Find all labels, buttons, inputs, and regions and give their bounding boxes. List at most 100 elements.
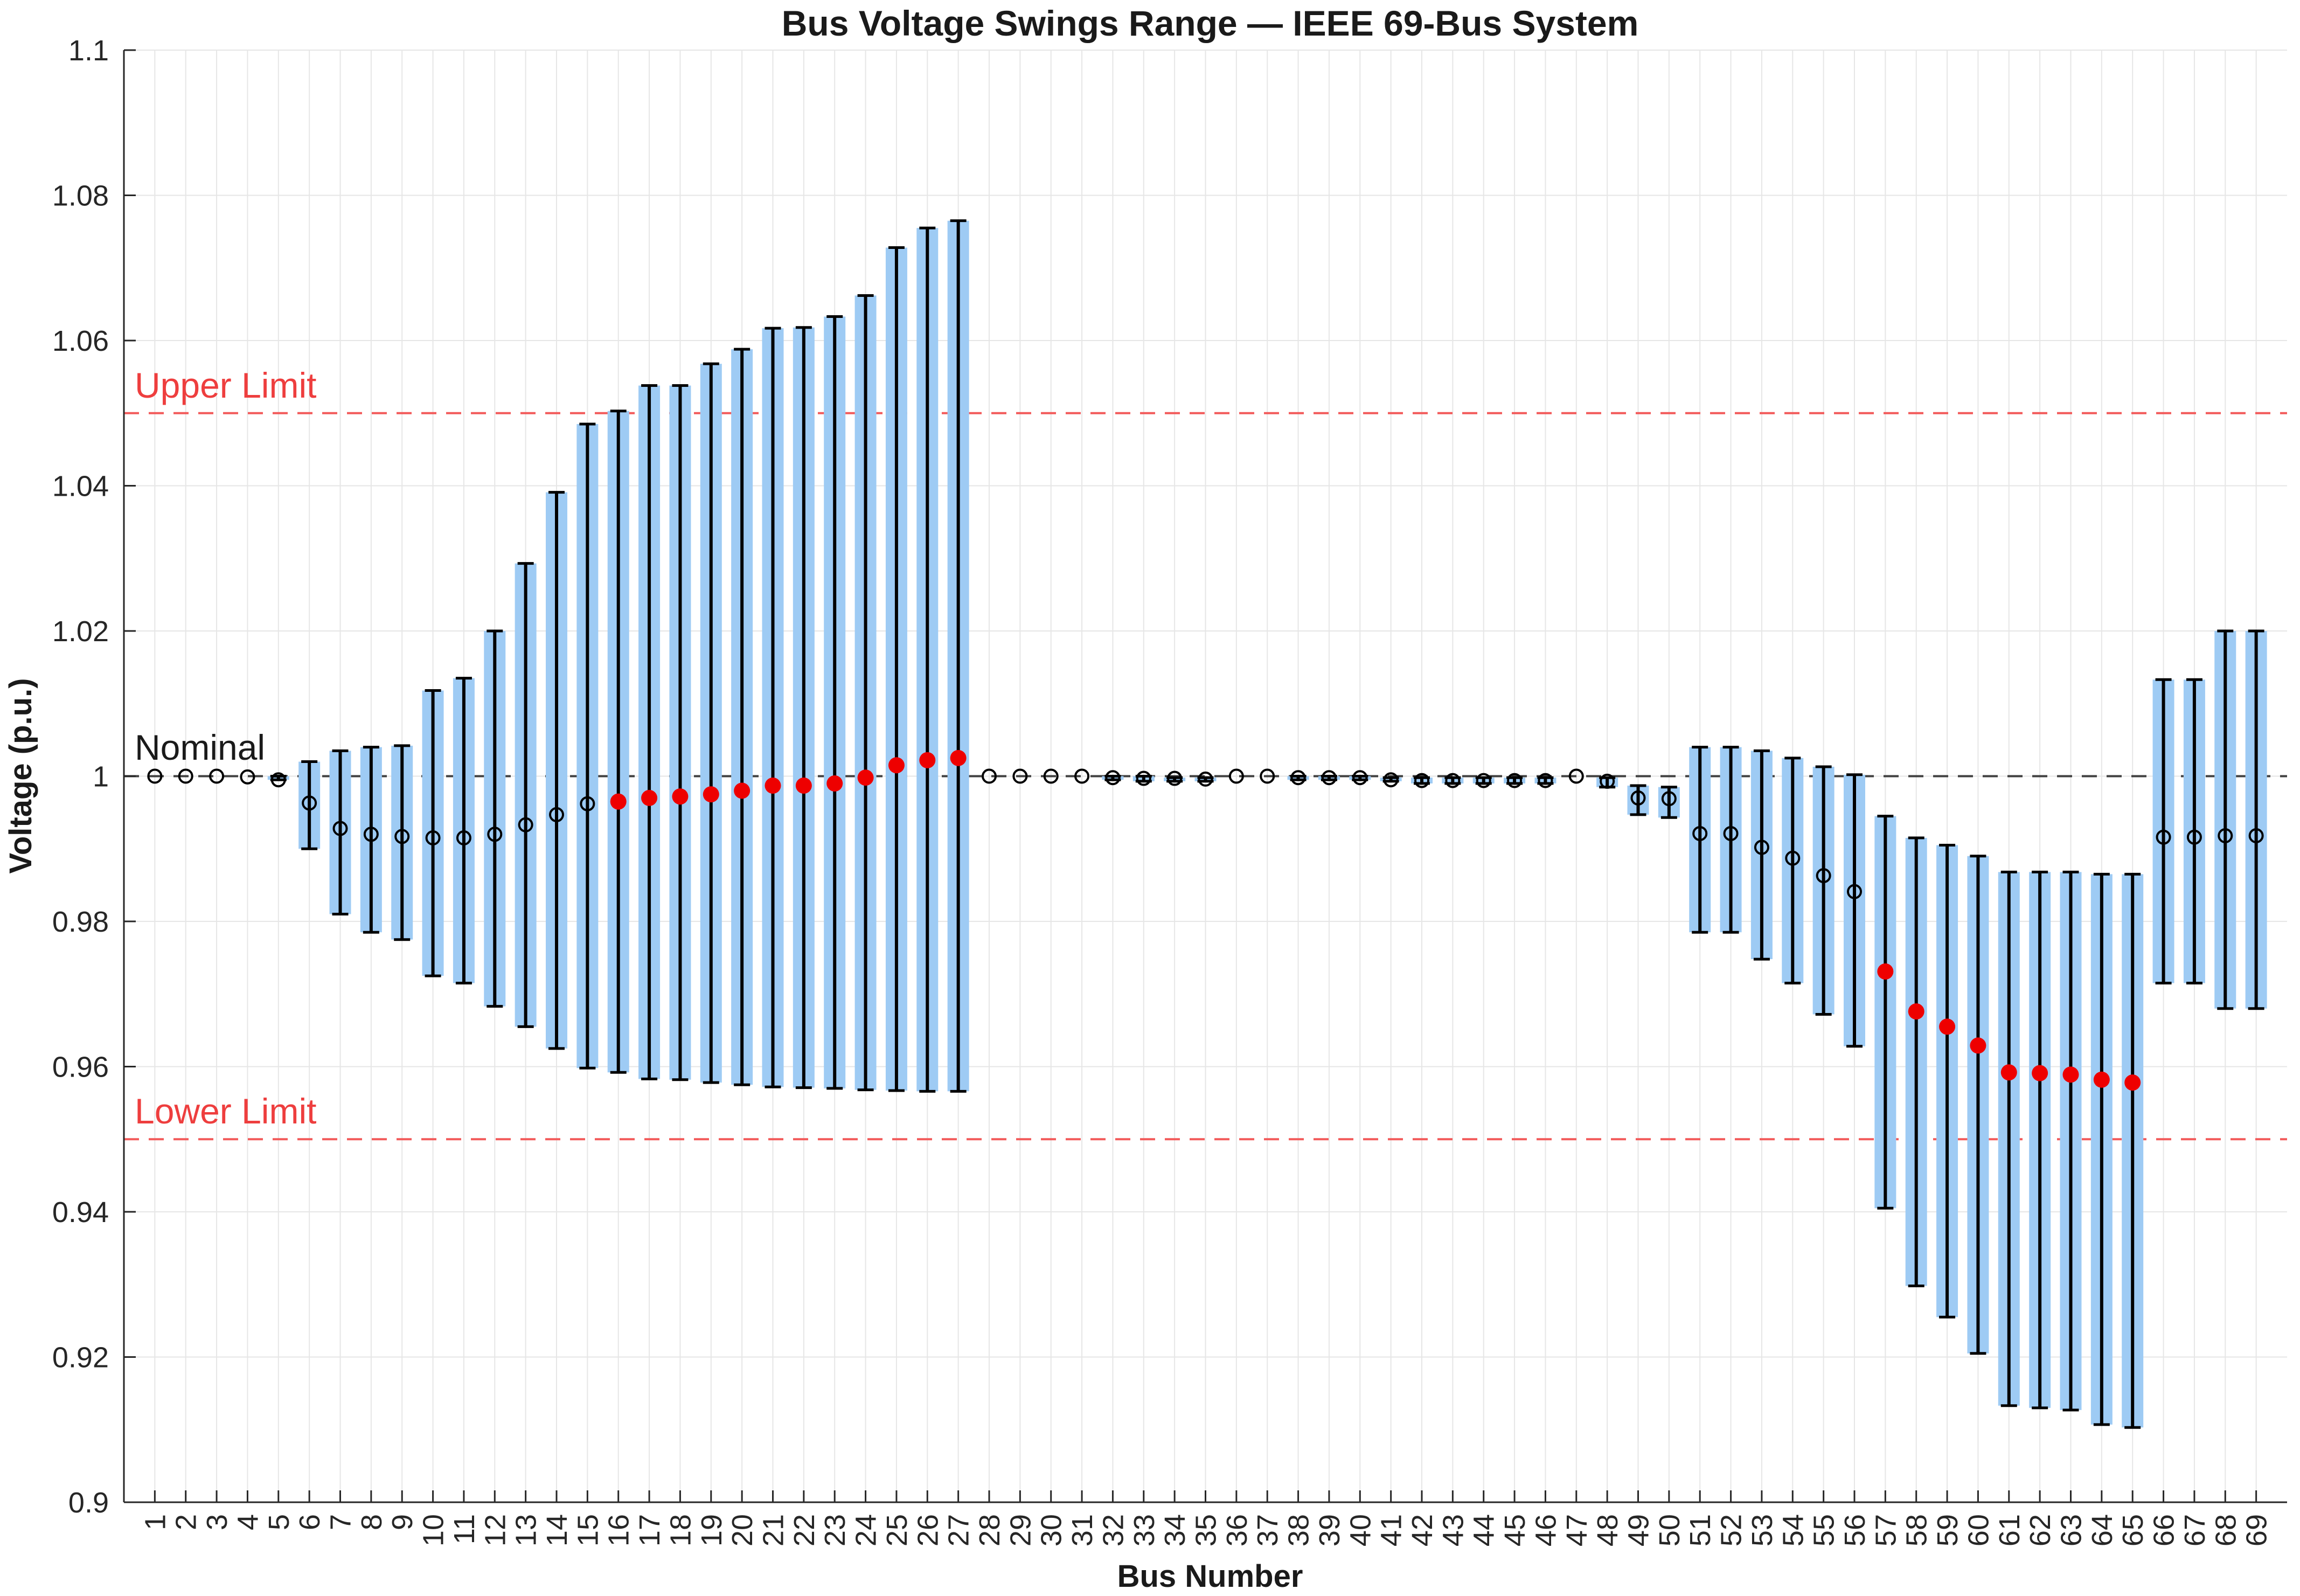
marker-highlight (2062, 1066, 2079, 1083)
x-tick-label: 40 (1344, 1514, 1377, 1546)
x-tick-label: 33 (1128, 1514, 1161, 1546)
x-tick-label: 22 (788, 1514, 821, 1546)
marker-open (456, 830, 471, 846)
marker-highlight (857, 769, 874, 786)
marker-open (1538, 773, 1553, 788)
marker-highlight (672, 788, 689, 805)
marker-highlight (703, 786, 719, 803)
lower-limit-label: Lower Limit (135, 1091, 316, 1131)
marker-highlight (888, 757, 905, 774)
x-tick-label: 54 (1777, 1514, 1809, 1546)
marker-open (178, 768, 193, 784)
marker-open (1352, 770, 1368, 786)
nominal-label: Nominal (135, 727, 265, 767)
x-tick-label: 9 (386, 1514, 419, 1530)
x-tick-label: 42 (1406, 1514, 1439, 1546)
x-tick-label: 21 (758, 1514, 790, 1546)
x-tick-label: 61 (1993, 1514, 2026, 1546)
y-tick-label: 0.98 (52, 906, 109, 938)
marker-open (487, 827, 503, 842)
marker-open (1012, 768, 1028, 784)
marker-open (1568, 768, 1584, 784)
marker-open (1507, 773, 1523, 788)
marker-open (1661, 791, 1677, 807)
x-tick-label: 6 (294, 1514, 326, 1530)
marker-open (1723, 825, 1739, 841)
marker-open (1816, 868, 1831, 884)
x-tick-label: 47 (1561, 1514, 1593, 1546)
marker-open (209, 768, 225, 784)
x-tick-label: 59 (1931, 1514, 1964, 1546)
x-tick-label: 20 (726, 1514, 759, 1546)
marker-highlight (641, 789, 658, 806)
x-tick-label: 57 (1870, 1514, 1902, 1546)
x-tick-label: 63 (2055, 1514, 2088, 1546)
y-tick-label: 0.92 (52, 1342, 109, 1374)
x-tick-label: 27 (943, 1514, 975, 1546)
marker-open (1383, 772, 1399, 788)
x-tick-label: 64 (2086, 1514, 2118, 1546)
x-tick-label: 41 (1375, 1514, 1408, 1546)
marker-highlight (2000, 1064, 2017, 1081)
marker-open (1074, 768, 1090, 784)
marker-open (1600, 773, 1615, 789)
marker-open (1043, 768, 1059, 784)
x-tick-label: 58 (1901, 1514, 1933, 1546)
marker-open (1414, 773, 1429, 788)
y-tick-label: 1.08 (52, 180, 109, 212)
x-tick-label: 36 (1221, 1514, 1253, 1546)
x-tick-label: 3 (201, 1514, 233, 1530)
marker-open (1754, 839, 1769, 855)
marker-highlight (2093, 1071, 2110, 1088)
voltage-markers (147, 750, 2264, 1091)
x-tick-label: 5 (263, 1514, 295, 1530)
x-tick-label: 19 (696, 1514, 728, 1546)
x-tick-label: 48 (1592, 1514, 1624, 1546)
y-axis-label: Voltage (p.u.) (3, 678, 38, 873)
x-tick-label: 53 (1746, 1514, 1778, 1546)
marker-open (2156, 829, 2171, 845)
marker-highlight (1970, 1037, 1986, 1054)
marker-open (1260, 768, 1275, 784)
x-tick-label: 25 (881, 1514, 913, 1546)
marker-open (1476, 773, 1491, 788)
x-tick-label: 38 (1283, 1514, 1315, 1546)
marker-open (394, 829, 410, 844)
x-tick-label: 34 (1159, 1514, 1191, 1546)
marker-open (549, 807, 564, 822)
marker-highlight (919, 752, 936, 768)
marker-open (1445, 773, 1461, 788)
y-tick-label: 1.1 (68, 34, 109, 67)
y-tick-label: 1 (93, 761, 109, 793)
y-tick-labels: 0.9 0.92 0.94 0.96 0.98 1 1.02 1.04 1.06 1.08 1.1 (52, 34, 109, 1519)
x-tick-label: 4 (232, 1514, 264, 1530)
marker-open (240, 769, 255, 785)
x-tick-label: 1 (139, 1514, 171, 1530)
marker-open (1630, 790, 1646, 806)
marker-open (982, 768, 997, 784)
y-tick-label: 0.9 (68, 1487, 109, 1519)
marker-highlight (950, 750, 967, 766)
x-tick-label: 60 (1962, 1514, 1995, 1546)
x-tick-label: 66 (2148, 1514, 2180, 1546)
x-tick-label: 28 (974, 1514, 1006, 1546)
marker-open (580, 796, 595, 811)
marker-open (1228, 768, 1244, 784)
marker-highlight (826, 775, 843, 792)
x-tick-label: 2 (170, 1514, 203, 1530)
marker-highlight (2124, 1074, 2141, 1091)
marker-open (2218, 828, 2233, 843)
x-tick-label: 51 (1684, 1514, 1717, 1546)
marker-highlight (734, 782, 751, 799)
marker-highlight (795, 778, 812, 794)
x-tick-label: 37 (1252, 1514, 1284, 1546)
axes (123, 49, 2287, 1503)
y-tick-label: 1.04 (52, 470, 109, 503)
x-tick-label: 35 (1190, 1514, 1222, 1546)
marker-open (1321, 770, 1337, 786)
x-tick-label: 43 (1437, 1514, 1469, 1546)
x-tick-label: 24 (850, 1514, 883, 1546)
marker-highlight (1939, 1018, 1956, 1035)
x-tick-label: 18 (664, 1514, 697, 1546)
